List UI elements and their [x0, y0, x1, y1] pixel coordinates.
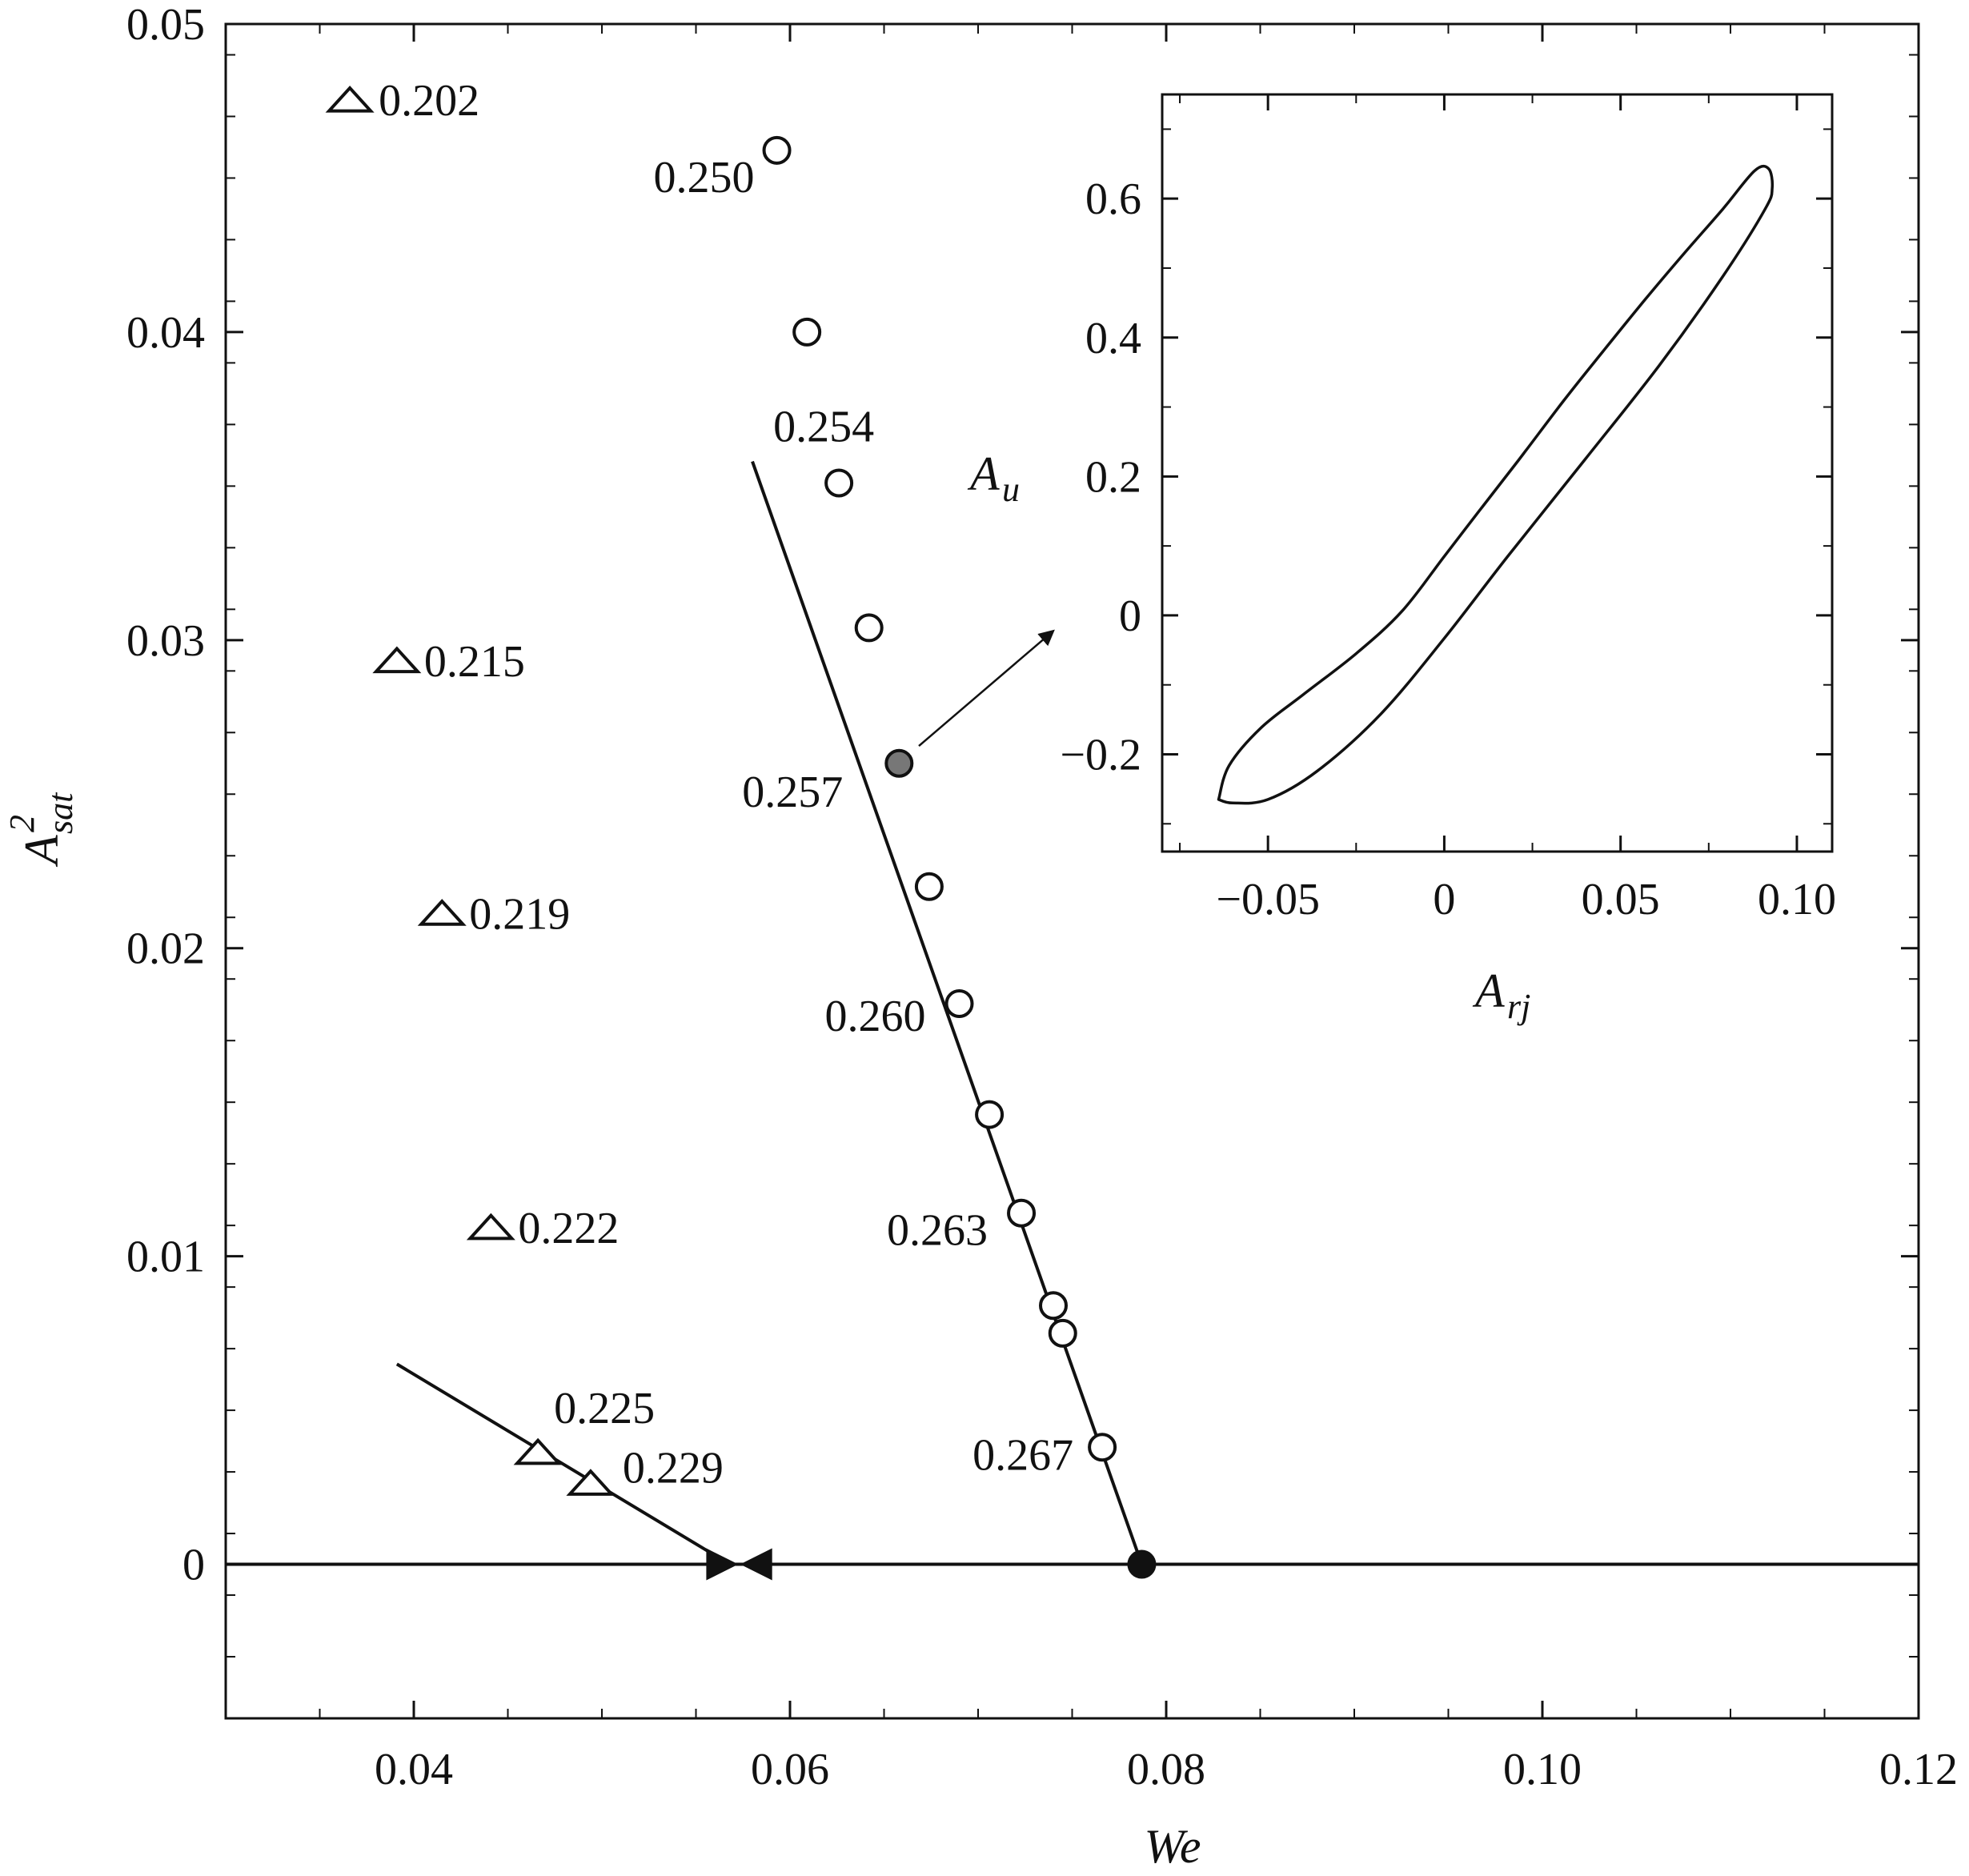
circle-point	[792, 317, 822, 347]
main-y-tick-label: 0.05	[126, 0, 205, 50]
triangle-point	[566, 1469, 616, 1496]
triangle-point-label: 0.215	[424, 637, 525, 687]
arrow-to-inset	[918, 629, 1055, 748]
y-axis-title-main: A	[15, 835, 68, 868]
inset-limit-cycle-curve	[1217, 164, 1775, 805]
circle-point-label: 0.254	[773, 403, 874, 452]
triangle-point-label: 0.202	[379, 76, 479, 126]
inset-x-axis-title-main: A	[1472, 964, 1505, 1017]
inset-x-axis-title-subscript: rj	[1507, 987, 1530, 1026]
filled-triangle-left-marker	[740, 1548, 772, 1581]
y-axis-title: A 2 sat	[2, 792, 80, 868]
inset-x-tick-label: 0.05	[1582, 875, 1660, 924]
circle-point	[1039, 1291, 1068, 1321]
inset-y-tick-label: 0.2	[1085, 452, 1141, 502]
inset-plot: −0.05 0 0.05 0.10 −0.2 0 0.2 0.4 0.6 A rj A u	[967, 93, 1836, 1026]
main-x-tick-label: 0.08	[1127, 1745, 1205, 1794]
triangle-point-label: 0.225	[554, 1384, 655, 1433]
line-triangle-fit	[395, 1362, 731, 1566]
inset-x-tick-label: 0	[1433, 875, 1455, 924]
y-axis-title-subscript: sat	[41, 792, 80, 834]
x-axis-title: We	[1144, 1820, 1201, 1873]
triangle-point	[466, 1213, 515, 1241]
inset-y-ticks: −0.2 0 0.2 0.4 0.6	[1060, 128, 1832, 825]
circle-point-label: 0.260	[825, 992, 926, 1041]
circle-point	[1048, 1318, 1077, 1348]
circle-point	[762, 135, 792, 165]
main-lines	[226, 460, 1919, 1566]
main-y-tick-label: 0.02	[126, 924, 205, 974]
highlighted-circle-point	[884, 748, 914, 778]
circle-point	[824, 468, 854, 498]
main-x-tick-label: 0.12	[1879, 1745, 1958, 1794]
inset-y-axis-title: A u	[967, 447, 1020, 509]
main-y-tick-label: 0.01	[126, 1233, 205, 1282]
circle-point-label: 0.267	[972, 1430, 1073, 1480]
inset-plot-frame	[1161, 93, 1834, 853]
filled-triangle-right-marker	[706, 1548, 739, 1581]
triangle-point	[513, 1437, 563, 1465]
inset-y-tick-label: 0	[1119, 591, 1141, 641]
inset-y-tick-label: 0.6	[1085, 174, 1141, 224]
triangle-point-label: 0.219	[469, 889, 570, 939]
inset-curve	[1217, 164, 1775, 805]
inset-y-axis-title-main: A	[967, 447, 1000, 500]
circle-point-label: 0.257	[742, 768, 843, 817]
main-arrow	[918, 629, 1055, 748]
main-x-tick-label: 0.04	[375, 1745, 453, 1794]
circle-point-label: 0.263	[887, 1206, 988, 1256]
filled-circle-marker	[1127, 1549, 1157, 1579]
circle-point	[1088, 1433, 1117, 1462]
circle-point	[1007, 1198, 1037, 1228]
circle-point-label: 0.250	[654, 153, 755, 202]
main-x-ticks: 0.04 0.06 0.08 0.10 0.12	[225, 24, 1958, 1794]
main-point-labels: 0.202 0.215 0.219 0.222 0.225 0.229 0.250 0.254…	[379, 76, 1073, 1493]
y-axis-title-superscript: 2	[2, 815, 42, 832]
main-y-tick-label: 0	[182, 1541, 205, 1590]
main-markers	[325, 85, 1157, 1581]
main-y-tick-label: 0.04	[126, 308, 205, 358]
line-circle-fit	[751, 460, 1144, 1565]
inset-x-axis-title: A rj	[1472, 964, 1530, 1026]
triangle-point-label: 0.229	[623, 1443, 724, 1493]
main-y-tick-label: 0.03	[126, 616, 205, 666]
main-x-tick-label: 0.10	[1503, 1745, 1582, 1794]
triangle-point	[372, 646, 422, 674]
circle-point	[854, 613, 884, 643]
triangle-point	[417, 899, 467, 926]
circle-point	[914, 872, 944, 901]
main-y-ticks: 0 0.01 0.02 0.03 0.04 0.05	[126, 0, 1919, 1719]
circle-point	[975, 1100, 1005, 1129]
inset-x-ticks: −0.05 0 0.05 0.10	[1179, 94, 1836, 924]
inset-x-tick-label: 0.10	[1758, 875, 1836, 924]
inset-y-tick-label: −0.2	[1060, 730, 1141, 780]
main-x-tick-label: 0.06	[751, 1745, 829, 1794]
inset-x-tick-label: −0.05	[1216, 875, 1320, 924]
inset-y-axis-title-subscript: u	[1002, 470, 1020, 509]
inset-y-tick-label: 0.4	[1085, 314, 1141, 363]
circle-point	[944, 989, 974, 1019]
triangle-point	[325, 85, 375, 113]
triangle-point-label: 0.222	[518, 1204, 619, 1253]
